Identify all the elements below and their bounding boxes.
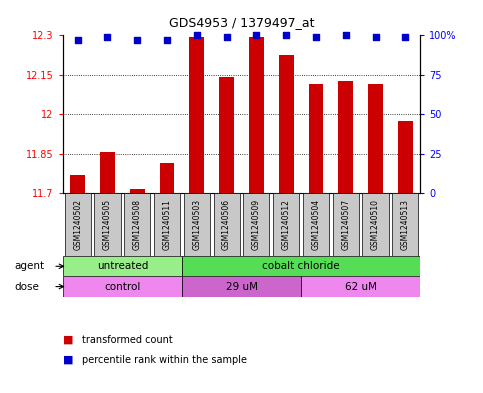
Bar [100, 152, 115, 193]
FancyBboxPatch shape [213, 193, 240, 256]
FancyBboxPatch shape [273, 193, 299, 256]
Text: control: control [104, 281, 141, 292]
Text: dose: dose [14, 281, 40, 292]
Point [282, 32, 290, 39]
Text: 62 uM: 62 uM [345, 281, 377, 292]
Text: percentile rank within the sample: percentile rank within the sample [82, 354, 247, 365]
FancyBboxPatch shape [65, 193, 91, 256]
FancyBboxPatch shape [303, 193, 329, 256]
FancyBboxPatch shape [182, 276, 301, 297]
Bar [338, 81, 353, 193]
Text: GDS4953 / 1379497_at: GDS4953 / 1379497_at [169, 16, 314, 29]
Text: ■: ■ [63, 354, 73, 365]
Text: GSM1240506: GSM1240506 [222, 199, 231, 250]
Bar [159, 163, 174, 193]
Text: cobalt chloride: cobalt chloride [262, 261, 340, 271]
FancyBboxPatch shape [63, 276, 182, 297]
Text: GSM1240511: GSM1240511 [163, 199, 171, 250]
Bar [368, 84, 383, 193]
FancyBboxPatch shape [243, 193, 270, 256]
Point [104, 34, 112, 40]
FancyBboxPatch shape [362, 193, 389, 256]
Text: agent: agent [14, 261, 44, 271]
Text: GSM1240509: GSM1240509 [252, 199, 261, 250]
Point [372, 34, 380, 40]
Bar [309, 84, 324, 193]
Text: GSM1240512: GSM1240512 [282, 199, 291, 250]
Text: GSM1240510: GSM1240510 [371, 199, 380, 250]
Text: ■: ■ [63, 335, 73, 345]
FancyBboxPatch shape [301, 276, 420, 297]
Text: GSM1240505: GSM1240505 [103, 199, 112, 250]
Point [253, 32, 260, 39]
Text: GSM1240513: GSM1240513 [401, 199, 410, 250]
Text: GSM1240502: GSM1240502 [73, 199, 82, 250]
Bar [219, 77, 234, 193]
FancyBboxPatch shape [392, 193, 418, 256]
Bar [189, 37, 204, 193]
FancyBboxPatch shape [94, 193, 121, 256]
Point [342, 32, 350, 39]
Point [193, 32, 201, 39]
Point [163, 37, 171, 43]
Bar [70, 174, 85, 193]
FancyBboxPatch shape [184, 193, 210, 256]
Bar [249, 37, 264, 193]
Point [312, 34, 320, 40]
Bar [279, 55, 294, 193]
Text: 29 uM: 29 uM [226, 281, 257, 292]
Point [74, 37, 82, 43]
Text: transformed count: transformed count [82, 335, 173, 345]
FancyBboxPatch shape [124, 193, 150, 256]
Point [401, 34, 409, 40]
Point [223, 34, 230, 40]
Text: untreated: untreated [97, 261, 148, 271]
FancyBboxPatch shape [182, 256, 420, 276]
Text: GSM1240507: GSM1240507 [341, 199, 350, 250]
Bar [130, 189, 145, 193]
FancyBboxPatch shape [333, 193, 359, 256]
Text: GSM1240504: GSM1240504 [312, 199, 320, 250]
Point [133, 37, 141, 43]
Bar [398, 121, 413, 193]
FancyBboxPatch shape [154, 193, 180, 256]
FancyBboxPatch shape [63, 256, 182, 276]
Text: GSM1240503: GSM1240503 [192, 199, 201, 250]
Text: GSM1240508: GSM1240508 [133, 199, 142, 250]
